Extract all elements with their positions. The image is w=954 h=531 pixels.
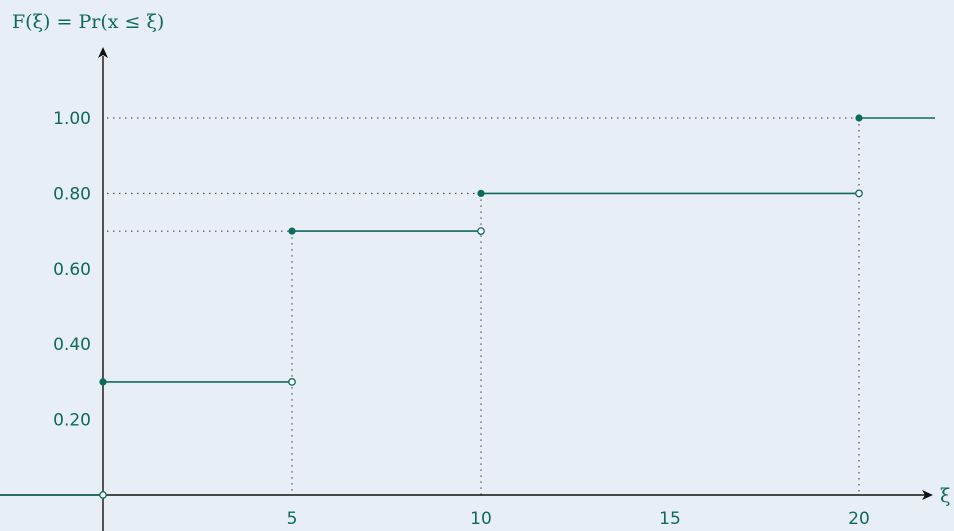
tick-labels: 5 10 15 20 0.20 0.40 0.60 0.80 1.00 xyxy=(53,109,870,529)
guide-lines xyxy=(107,117,860,495)
open-point xyxy=(477,227,485,235)
open-point xyxy=(99,491,107,499)
x-axis-title: ξ xyxy=(940,485,950,507)
axes xyxy=(0,47,933,531)
step-segments xyxy=(0,117,935,496)
filled-point xyxy=(855,114,863,122)
y-tick-label: 1.00 xyxy=(53,109,91,129)
y-tick-label: 0.80 xyxy=(53,184,91,204)
y-axis-title: F(ξ) = Pr(x ≤ ξ) xyxy=(12,11,164,33)
x-tick-label: 20 xyxy=(848,509,870,529)
x-tick-label: 15 xyxy=(659,509,681,529)
x-axis-arrowhead xyxy=(922,490,933,500)
y-tick-label: 0.20 xyxy=(53,411,91,431)
y-axis-arrowhead xyxy=(98,47,108,58)
x-tick-label: 5 xyxy=(287,509,298,529)
open-point xyxy=(855,189,863,198)
filled-point xyxy=(99,378,107,386)
filled-point xyxy=(477,189,485,197)
x-tick-label: 10 xyxy=(470,509,492,529)
step-points xyxy=(99,114,863,499)
y-tick-label: 0.40 xyxy=(53,335,91,355)
filled-point xyxy=(288,227,296,235)
open-point xyxy=(288,378,296,386)
y-tick-label: 0.60 xyxy=(53,260,91,280)
